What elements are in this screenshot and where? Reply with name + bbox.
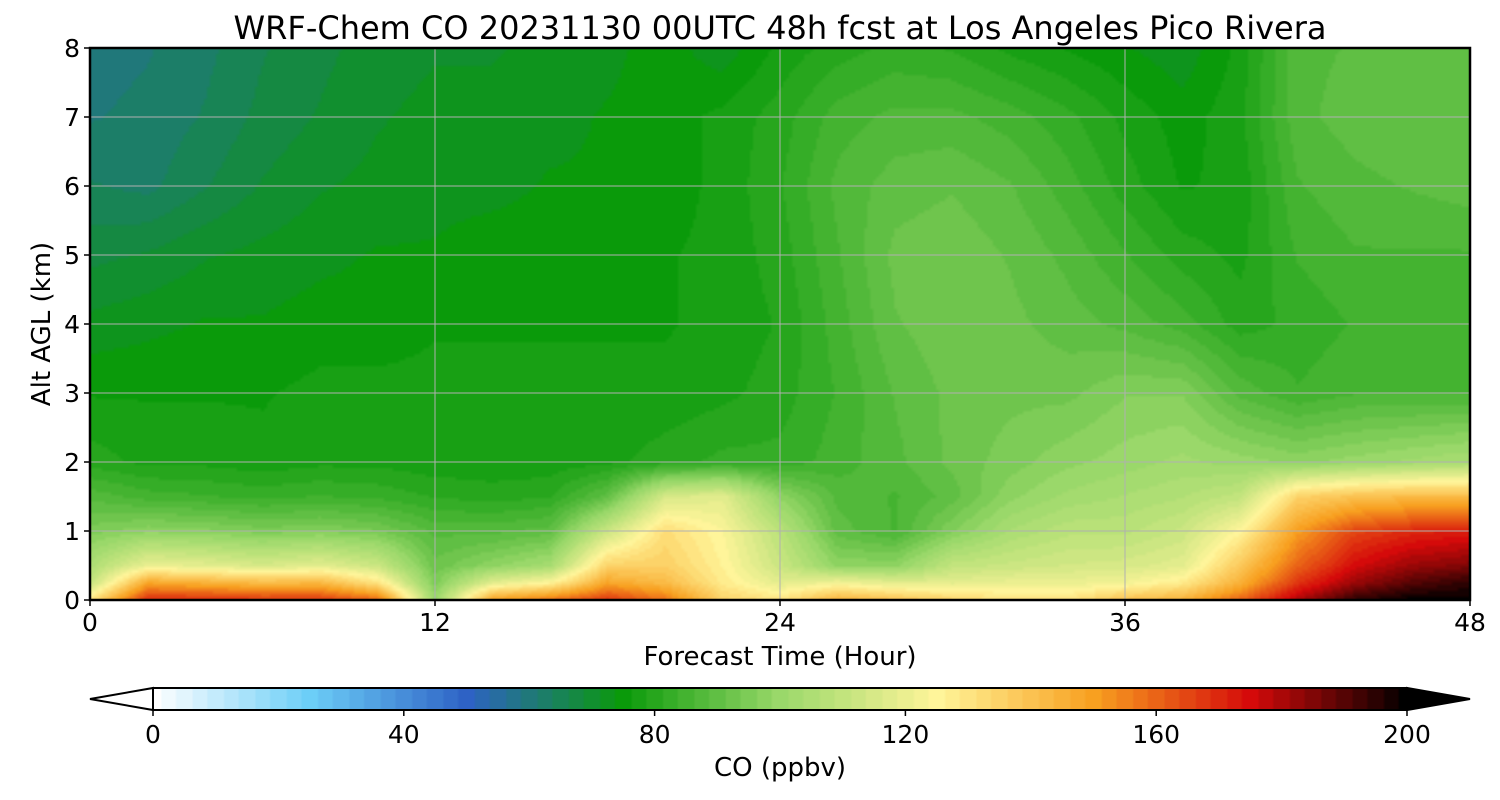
x-tick-label: 0 <box>82 608 98 637</box>
x-tick-label: 24 <box>764 608 796 637</box>
colorbar-extend-low <box>89 686 154 712</box>
colorbar-tick-label: 40 <box>388 720 420 749</box>
colorbar-label: CO (ppbv) <box>714 753 846 783</box>
x-axis-ticks: 0 12 24 36 48 <box>82 600 1486 637</box>
y-tick-label: 0 <box>64 586 80 615</box>
x-tick-label: 48 <box>1454 608 1486 637</box>
y-axis-label: Alt AGL (km) <box>27 242 57 406</box>
y-tick-label: 8 <box>64 34 80 63</box>
colorbar-gradient <box>153 688 1407 710</box>
x-tick-label: 36 <box>1109 608 1141 637</box>
chart-title: WRF-Chem CO 20231130 00UTC 48h fcst at L… <box>234 9 1327 47</box>
y-tick-label: 5 <box>64 241 80 270</box>
colorbar-ticks: 0 40 80 120 160 200 <box>145 710 1431 749</box>
plot-area <box>88 46 1472 602</box>
colorbar-extend-high <box>1406 686 1471 712</box>
x-axis-label: Forecast Time (Hour) <box>643 642 916 672</box>
x-tick-label: 12 <box>419 608 451 637</box>
colorbar-frame <box>152 687 1408 711</box>
y-tick-label: 1 <box>64 517 80 546</box>
y-tick-label: 6 <box>64 172 80 201</box>
y-axis-ticks: 0 1 2 3 4 5 6 7 8 <box>64 34 90 615</box>
colorbar-tick-label: 80 <box>639 720 671 749</box>
colorbar-tick-label: 160 <box>1132 720 1180 749</box>
colorbar-tick-label: 200 <box>1383 720 1431 749</box>
y-tick-label: 7 <box>64 103 80 132</box>
y-tick-label: 2 <box>64 448 80 477</box>
y-tick-label: 3 <box>64 379 80 408</box>
colorbar-tick-label: 0 <box>145 720 161 749</box>
y-tick-label: 4 <box>64 310 80 339</box>
colorbar: 0 40 80 120 160 200 CO (ppbv) <box>89 686 1471 783</box>
colorbar-tick-label: 120 <box>882 720 930 749</box>
